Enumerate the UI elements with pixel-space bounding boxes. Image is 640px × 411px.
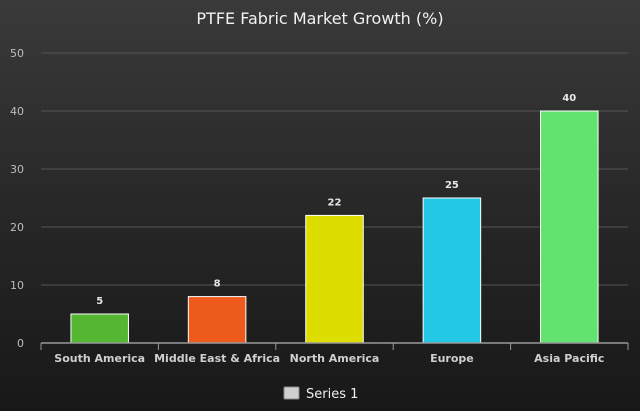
data-label: 22: [328, 197, 342, 208]
chart-title: PTFE Fabric Market Growth (%): [196, 9, 443, 28]
y-tick-label: 50: [10, 47, 24, 60]
legend-swatch[interactable]: [283, 386, 300, 400]
bar: [187, 296, 247, 344]
data-label: 5: [96, 296, 103, 307]
bar: [422, 197, 482, 344]
data-label: 8: [214, 279, 221, 290]
y-tick-label: 0: [17, 337, 24, 350]
x-tick-label: Asia Pacific: [534, 352, 604, 365]
y-tick-label: 20: [10, 221, 24, 234]
data-label: 25: [445, 180, 459, 191]
x-axis: South America Middle East & Africa North A…: [40, 342, 629, 365]
legend[interactable]: Series 1: [283, 386, 358, 402]
x-tick-label: Europe: [430, 352, 474, 365]
bar: [70, 313, 129, 344]
data-label: 40: [562, 93, 576, 104]
x-tick-label: South America: [54, 352, 145, 365]
x-tick-label: North America: [290, 352, 380, 365]
y-tick-label: 30: [10, 163, 24, 176]
bar: [540, 110, 599, 344]
bars: 5 8 22 25 40: [70, 93, 599, 344]
y-axis: 0 10 20 30 40 50: [10, 47, 24, 350]
bar: [305, 214, 364, 344]
y-tick-label: 10: [10, 279, 24, 292]
y-tick-label: 40: [10, 105, 24, 118]
legend-label[interactable]: Series 1: [306, 387, 358, 402]
gridlines: [41, 52, 628, 286]
x-tick-label: Middle East & Africa: [154, 352, 280, 365]
